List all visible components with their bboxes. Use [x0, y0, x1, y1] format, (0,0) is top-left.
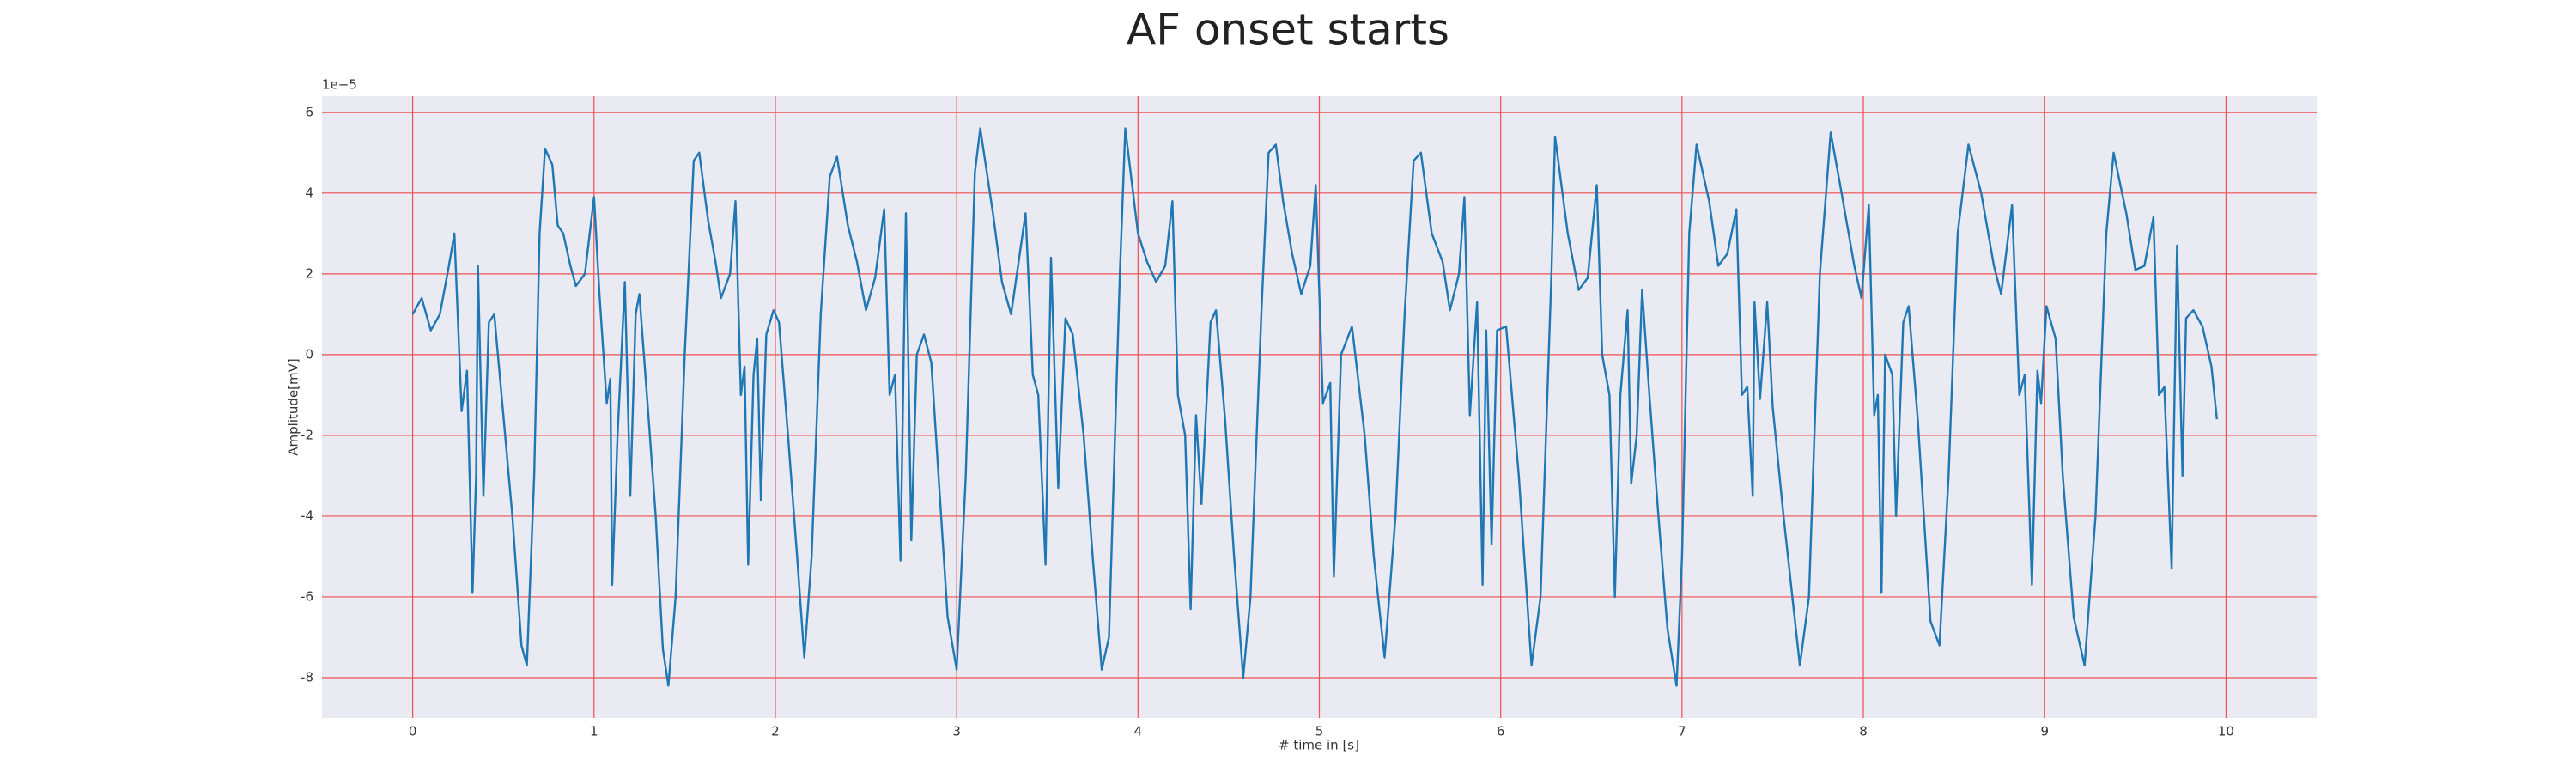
- y-axis-label: Amplitude[mV]: [286, 358, 301, 455]
- y-tick-label: -6: [301, 588, 313, 604]
- x-tick-label: 2: [771, 724, 780, 740]
- chart-title: AF onset starts: [1127, 5, 1449, 55]
- x-tick-label: 8: [1859, 724, 1868, 740]
- x-tick-label: 3: [952, 724, 961, 740]
- y-tick-label: 2: [305, 265, 313, 281]
- x-tick-label: 9: [2040, 724, 2049, 740]
- y-tick-label: 0: [305, 346, 313, 362]
- x-tick-label: 4: [1134, 724, 1143, 740]
- x-tick-label: 7: [1678, 724, 1686, 740]
- x-tick-label: 1: [590, 724, 598, 740]
- x-tick-label: 10: [2218, 724, 2234, 740]
- y-tick-label: 6: [305, 104, 313, 119]
- x-tick-label: 5: [1315, 724, 1324, 740]
- y-tick-label: 4: [305, 185, 313, 200]
- x-tick-label: 6: [1497, 724, 1505, 740]
- line-series: [411, 127, 2218, 687]
- y-tick-label: -8: [301, 669, 313, 685]
- x-tick-label: 0: [409, 724, 417, 740]
- y-offset-label: 1e−5: [322, 77, 357, 93]
- x-axis-label: # time in [s]: [1279, 738, 1359, 753]
- y-tick-label: -4: [301, 508, 313, 523]
- y-tick-label: -2: [301, 427, 313, 442]
